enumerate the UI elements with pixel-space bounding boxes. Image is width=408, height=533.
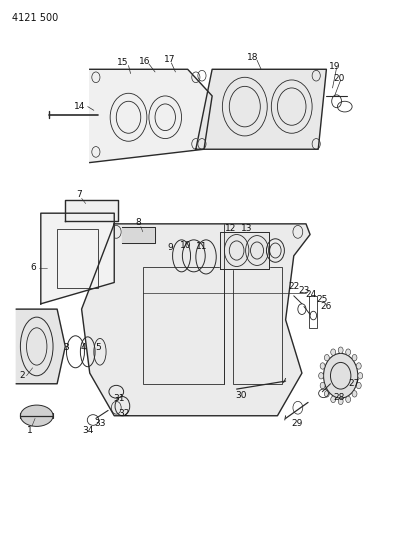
Text: 16: 16 (139, 58, 151, 66)
Ellipse shape (352, 391, 357, 397)
Text: 26: 26 (321, 302, 332, 311)
Ellipse shape (352, 354, 357, 361)
Polygon shape (90, 69, 212, 163)
Ellipse shape (338, 398, 343, 405)
Bar (309, 296, 317, 328)
Text: 1: 1 (27, 426, 33, 434)
Ellipse shape (324, 391, 329, 397)
Ellipse shape (320, 382, 325, 389)
Ellipse shape (20, 405, 53, 426)
Ellipse shape (356, 382, 361, 389)
Bar (233, 266, 282, 384)
Text: 29: 29 (291, 419, 303, 428)
Ellipse shape (324, 354, 329, 361)
Polygon shape (82, 224, 310, 416)
Text: 22: 22 (288, 282, 299, 291)
Text: 33: 33 (94, 419, 106, 428)
Text: 28: 28 (334, 393, 345, 401)
Bar (143, 266, 224, 384)
Text: 31: 31 (113, 394, 125, 402)
Ellipse shape (338, 347, 343, 353)
Text: 4: 4 (81, 343, 86, 352)
Ellipse shape (331, 349, 336, 356)
Ellipse shape (320, 363, 325, 369)
Ellipse shape (346, 349, 350, 356)
Polygon shape (16, 309, 65, 384)
Text: 19: 19 (329, 62, 340, 70)
Text: 7: 7 (77, 190, 82, 199)
Text: 34: 34 (82, 426, 93, 435)
Ellipse shape (319, 373, 324, 379)
Ellipse shape (346, 396, 350, 402)
Ellipse shape (356, 363, 361, 369)
Polygon shape (65, 200, 118, 221)
Text: 30: 30 (235, 391, 246, 400)
Text: 8: 8 (135, 219, 141, 227)
Text: 14: 14 (74, 102, 85, 111)
Bar (57, 229, 98, 288)
Polygon shape (122, 227, 155, 243)
Text: 24: 24 (305, 290, 317, 298)
Text: 15: 15 (117, 59, 128, 67)
Text: 17: 17 (164, 55, 175, 64)
Text: 2: 2 (20, 372, 25, 380)
Text: 32: 32 (119, 409, 130, 417)
Polygon shape (220, 232, 269, 269)
Polygon shape (41, 213, 114, 304)
Text: 3: 3 (64, 343, 69, 352)
Text: 12: 12 (225, 224, 236, 232)
Text: 9: 9 (168, 244, 173, 252)
Ellipse shape (324, 353, 358, 398)
Text: 25: 25 (317, 295, 328, 304)
Text: 4121 500: 4121 500 (12, 13, 58, 23)
Text: 13: 13 (241, 224, 253, 232)
Text: 10: 10 (180, 241, 191, 249)
Polygon shape (196, 69, 326, 149)
Text: 5: 5 (95, 343, 101, 352)
Text: 20: 20 (333, 74, 344, 83)
Text: 11: 11 (196, 243, 208, 251)
Text: 23: 23 (298, 286, 310, 295)
Ellipse shape (331, 396, 336, 402)
Text: 18: 18 (247, 53, 259, 62)
Text: 6: 6 (31, 263, 36, 272)
Ellipse shape (358, 373, 363, 379)
Text: 27: 27 (348, 379, 360, 388)
